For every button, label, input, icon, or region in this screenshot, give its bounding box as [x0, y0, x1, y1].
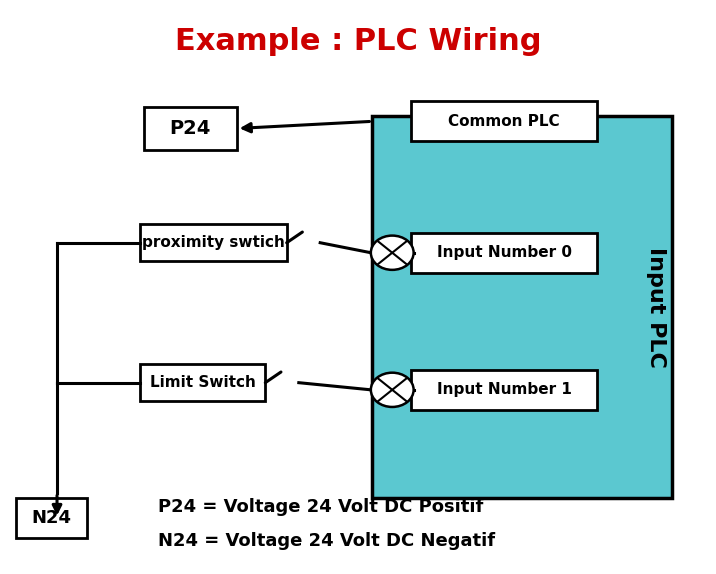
Text: P24: P24	[170, 119, 211, 138]
FancyBboxPatch shape	[412, 102, 597, 141]
Text: Limit Switch: Limit Switch	[150, 375, 256, 390]
FancyBboxPatch shape	[372, 115, 672, 498]
FancyBboxPatch shape	[412, 232, 597, 273]
FancyBboxPatch shape	[16, 498, 87, 538]
Text: Input Number 0: Input Number 0	[437, 245, 571, 260]
Text: N24 = Voltage 24 Volt DC Negatif: N24 = Voltage 24 Volt DC Negatif	[158, 532, 495, 550]
FancyBboxPatch shape	[140, 224, 286, 261]
Text: Common PLC: Common PLC	[448, 114, 560, 129]
Text: Example : PLC Wiring: Example : PLC Wiring	[175, 27, 541, 56]
Text: P24 = Voltage 24 Volt DC Positif: P24 = Voltage 24 Volt DC Positif	[158, 498, 484, 516]
Text: N24: N24	[32, 509, 72, 528]
FancyBboxPatch shape	[144, 107, 237, 150]
Circle shape	[371, 235, 414, 270]
Text: Input PLC: Input PLC	[646, 247, 666, 367]
Circle shape	[371, 373, 414, 407]
Text: proximity swtich: proximity swtich	[142, 235, 285, 250]
FancyBboxPatch shape	[140, 364, 266, 401]
FancyBboxPatch shape	[412, 370, 597, 410]
Text: Input Number 1: Input Number 1	[437, 382, 571, 397]
